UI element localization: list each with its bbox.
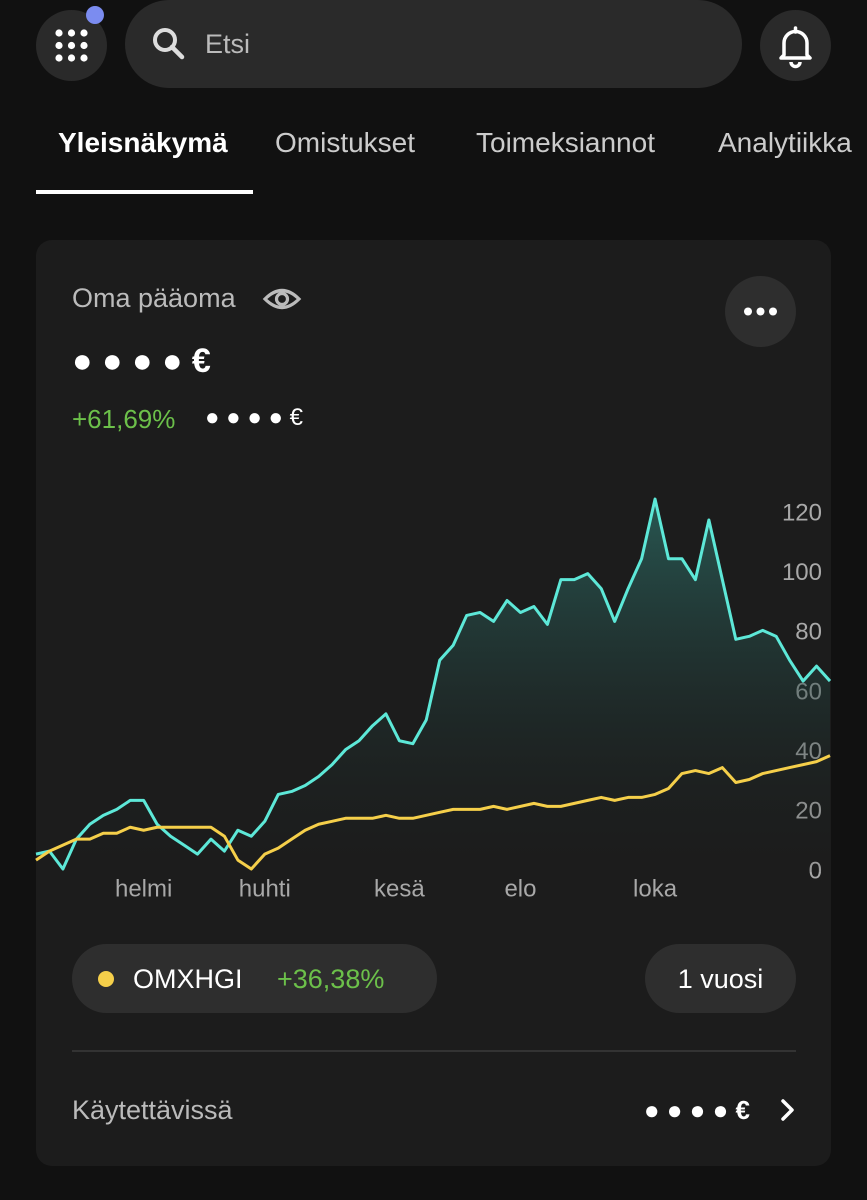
series-line xyxy=(35,754,831,871)
bell-icon xyxy=(779,26,812,69)
available-value: ● ● ● ● € xyxy=(643,1095,750,1125)
more-button[interactable] xyxy=(725,276,796,347)
x-tick-label: elo xyxy=(504,875,536,902)
x-tick-label: loka xyxy=(633,875,678,902)
benchmark-change: +36,38% xyxy=(277,964,385,994)
chevron-icon[interactable] xyxy=(778,1098,798,1122)
benchmark-pill[interactable]: OMXHGI +36,38% xyxy=(72,944,437,1013)
masked-change: ● ● ● ● € xyxy=(205,404,304,431)
chart: 020406080100120helmihuhtikesäeloloka xyxy=(35,497,832,902)
search-placeholder: Etsi xyxy=(205,29,251,59)
grid-icon xyxy=(55,29,88,62)
y-tick-label: 100 xyxy=(782,559,822,586)
change-percent: +61,69% xyxy=(72,404,176,434)
x-tick-label: huhti xyxy=(239,875,291,902)
tab[interactable]: Yleisnäkymä xyxy=(58,127,228,158)
x-tick-label: helmi xyxy=(115,875,172,902)
notification-dot xyxy=(86,6,104,24)
x-tick-label: kesä xyxy=(374,875,425,902)
tab[interactable]: Omistukset xyxy=(275,127,416,158)
tab-underline xyxy=(36,190,253,194)
legend-label: OMXHGI xyxy=(133,964,243,994)
series-line xyxy=(35,497,832,871)
legend-dot xyxy=(98,971,114,987)
card-title: Oma pääoma xyxy=(72,283,236,313)
eye-icon[interactable] xyxy=(262,284,302,314)
bell-button[interactable] xyxy=(760,10,831,81)
y-tick-label: 120 xyxy=(782,499,822,526)
divider xyxy=(72,1050,796,1052)
masked-balance: ● ● ● ● € xyxy=(72,342,211,380)
period-label: 1 vuosi xyxy=(677,964,764,994)
area-fill xyxy=(36,499,830,872)
search-icon xyxy=(153,28,185,60)
more-icon xyxy=(744,307,777,316)
y-tick-label: 80 xyxy=(795,619,822,646)
period-button[interactable]: 1 vuosi xyxy=(645,944,796,1013)
tab[interactable]: Analytiikka xyxy=(718,127,852,158)
search-bar[interactable]: Etsi xyxy=(125,0,742,88)
available-label: Käytettävissä xyxy=(72,1095,233,1125)
tab[interactable]: Toimeksiannot xyxy=(476,127,655,158)
